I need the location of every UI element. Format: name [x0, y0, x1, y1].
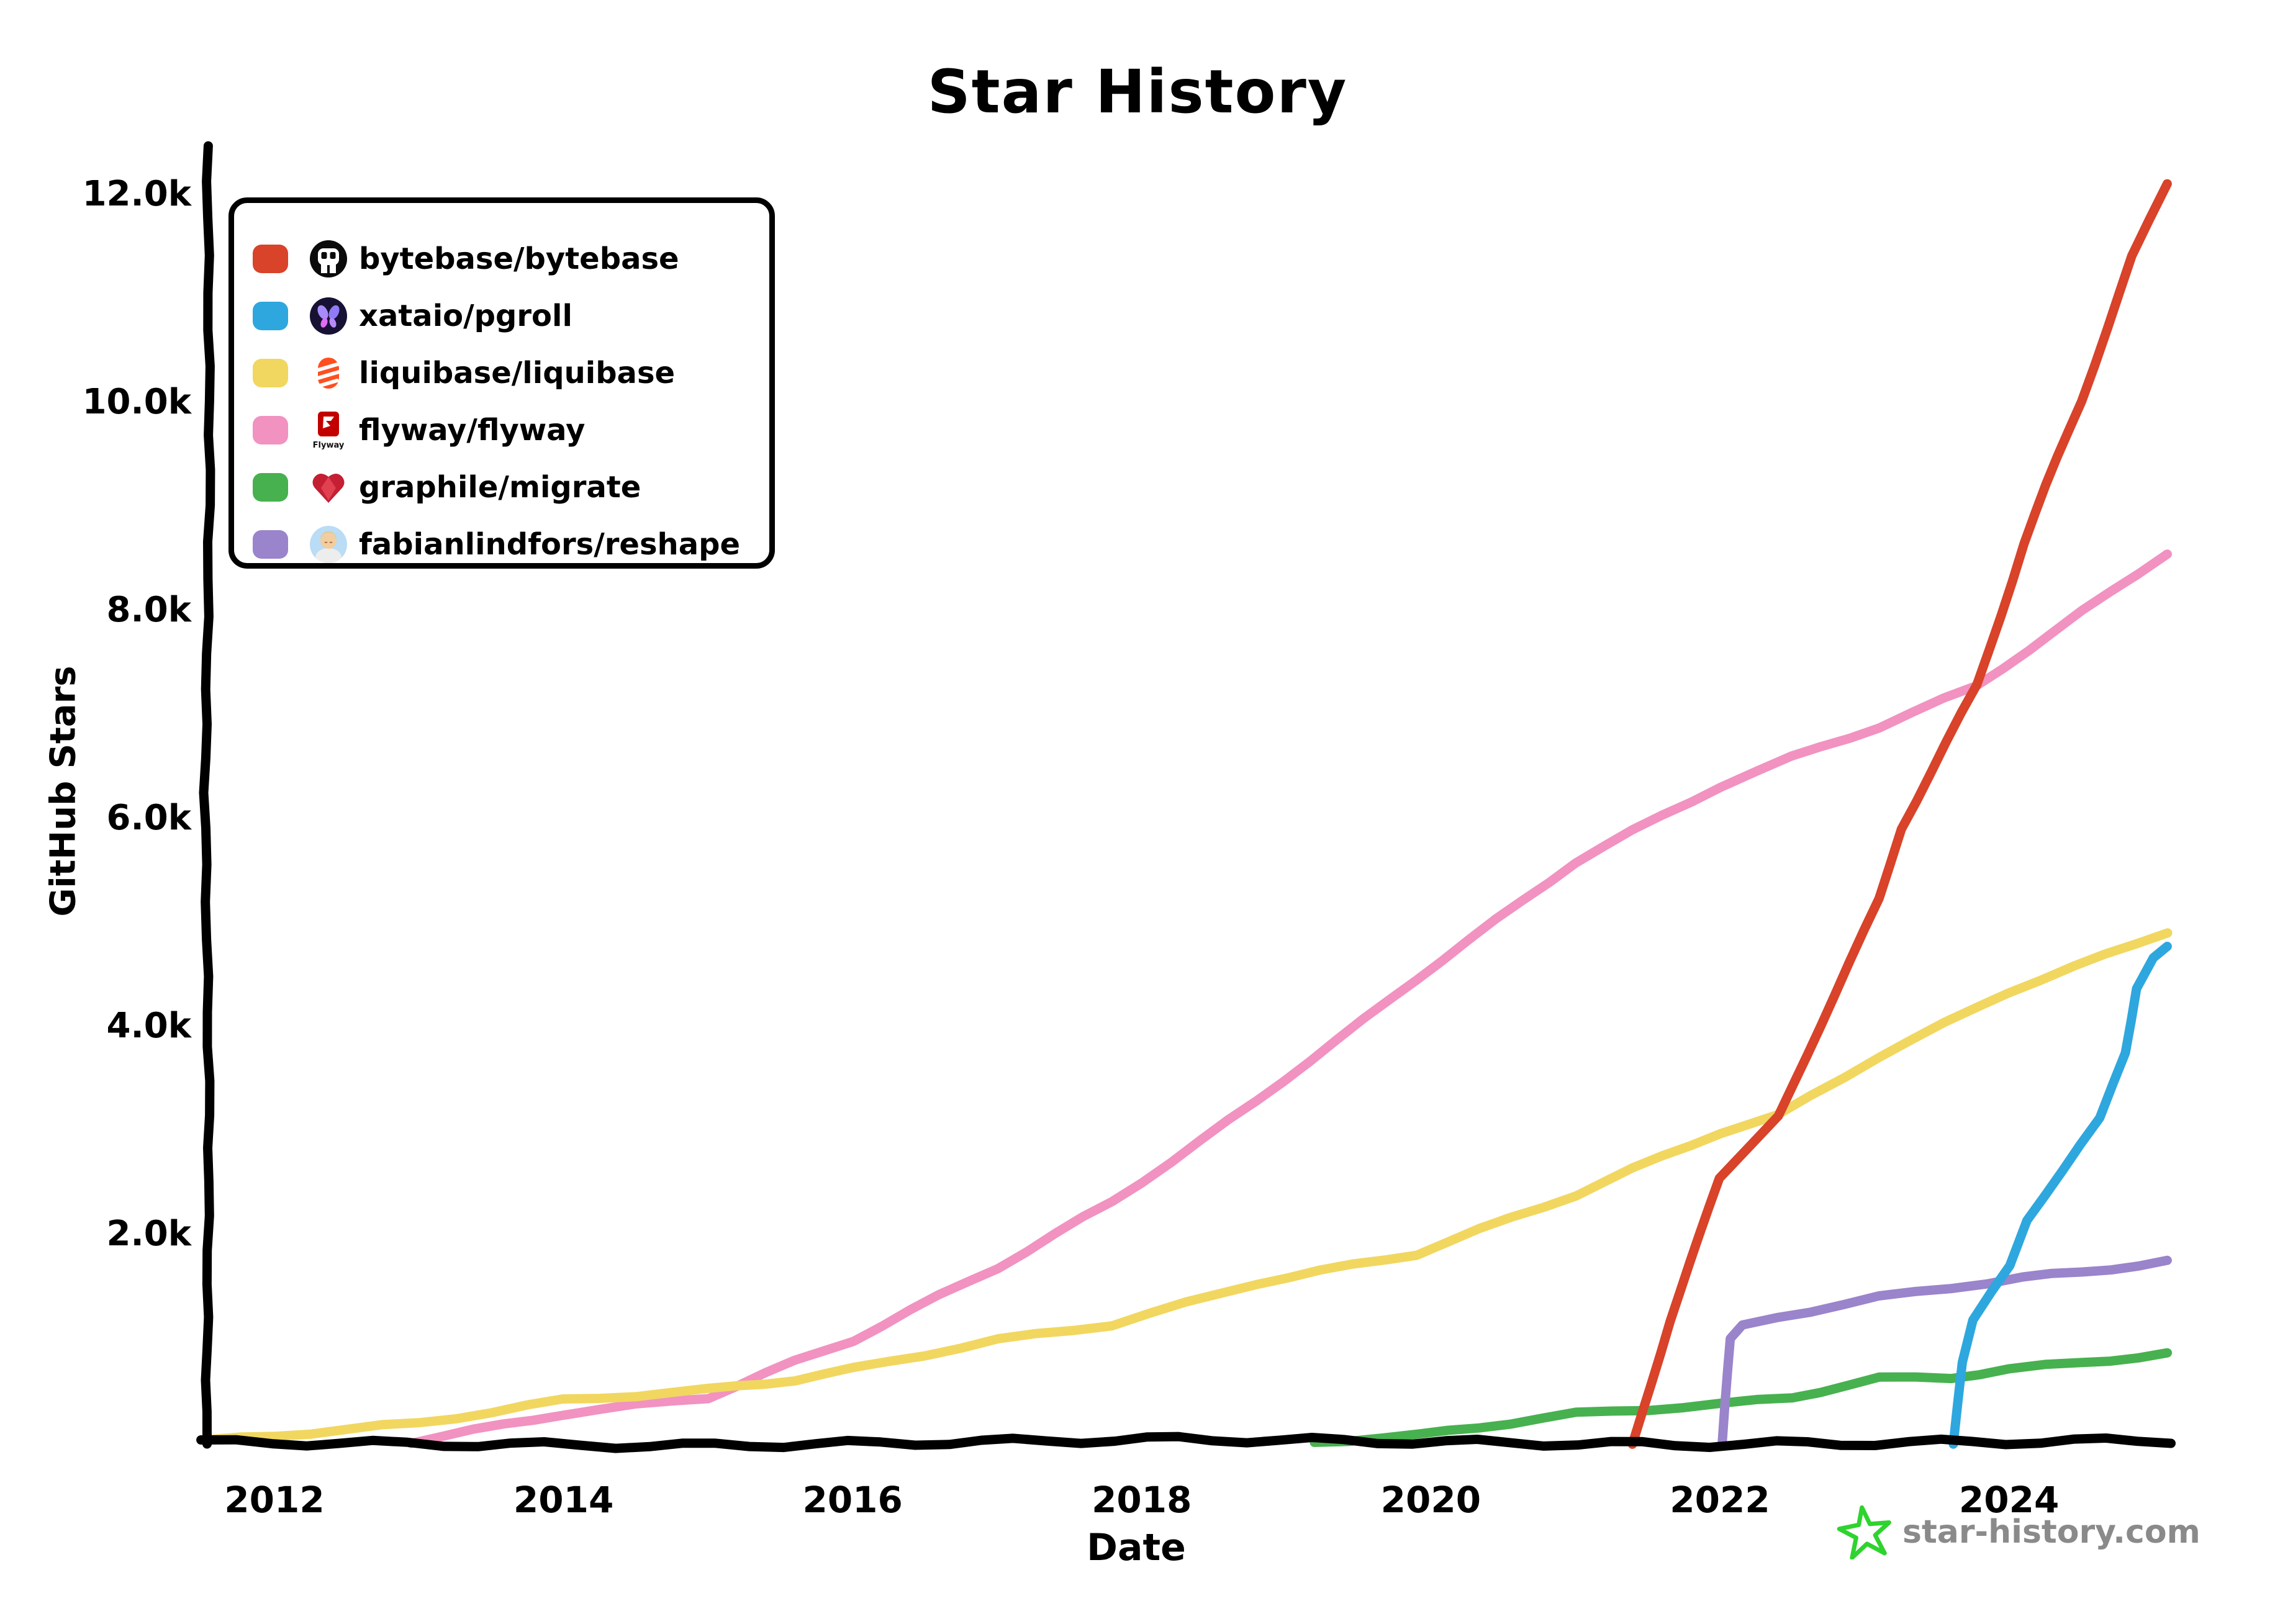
legend-item-graphile[interactable]: graphile/migrate — [234, 459, 769, 516]
avatar-icon — [308, 524, 349, 565]
legend-item-pgroll[interactable]: xataio/pgroll — [234, 287, 769, 345]
bytebase-logo-icon — [308, 238, 349, 279]
series-line-pgroll — [1948, 942, 2172, 1449]
y-tick-label-10.0k: 10.0k — [82, 382, 191, 422]
legend-label: fabianlindfors/reshape — [359, 527, 740, 562]
series-line-flyway — [406, 549, 2172, 1448]
y-tick-label-2.0k: 2.0k — [106, 1214, 191, 1254]
x-tick-label-2014: 2014 — [513, 1479, 614, 1521]
x-tick-label-2012: 2012 — [224, 1479, 325, 1521]
x-tick-label-2022: 2022 — [1670, 1479, 1770, 1521]
star-logo-icon — [1837, 1502, 1894, 1562]
x-axis-line — [196, 1432, 2176, 1453]
y-axis-title: GitHub Stars — [43, 665, 84, 917]
y-tick-label-4.0k: 4.0k — [106, 1006, 191, 1046]
x-tick-label-2020: 2020 — [1380, 1479, 1481, 1521]
liquibase-logo-icon — [308, 353, 349, 394]
series-color-swatch — [253, 416, 288, 444]
legend-label: bytebase/bytebase — [359, 241, 679, 276]
legend-label: flyway/flyway — [359, 413, 586, 448]
y-tick-label-6.0k: 6.0k — [106, 798, 191, 838]
xata-butterfly-icon — [308, 295, 349, 336]
graphile-heart-icon — [308, 467, 349, 508]
series-color-swatch — [253, 359, 288, 387]
series-line-graphile — [1309, 1348, 2173, 1447]
legend-label: liquibase/liquibase — [359, 356, 676, 390]
series-color-swatch — [253, 530, 288, 559]
x-tick-label-2016: 2016 — [802, 1479, 903, 1521]
series-line-bytebase — [1627, 179, 2172, 1449]
legend-item-reshape[interactable]: fabianlindfors/reshape — [234, 516, 769, 573]
legend-label: graphile/migrate — [359, 470, 641, 505]
svg-text:Flyway: Flyway — [313, 441, 345, 450]
x-tick-label-2024: 2024 — [1958, 1479, 2060, 1521]
y-tick-label-8.0k: 8.0k — [106, 590, 191, 630]
series-color-swatch — [253, 302, 288, 330]
page-title: Star History — [927, 57, 1348, 127]
x-tick-label-2018: 2018 — [1092, 1479, 1192, 1521]
y-tick-label-12.0k: 12.0k — [82, 174, 191, 214]
legend-box: bytebase/bytebase xataio/pgroll liquibas… — [228, 197, 775, 569]
legend-item-flyway[interactable]: Flyway flyway/flyway — [234, 402, 769, 459]
series-color-swatch — [253, 245, 288, 273]
series-color-swatch — [253, 473, 288, 502]
y-axis-line — [199, 141, 215, 1449]
legend-item-liquibase[interactable]: liquibase/liquibase — [234, 345, 769, 402]
series-line-liquibase — [204, 928, 2173, 1445]
watermark-text: star-history.com — [1902, 1513, 2200, 1551]
watermark[interactable]: star-history.com — [1837, 1502, 2200, 1562]
series-line-reshape — [1717, 1255, 2172, 1450]
legend-item-bytebase[interactable]: bytebase/bytebase — [234, 230, 769, 287]
legend-label: xataio/pgroll — [359, 299, 572, 333]
flyway-logo-icon: Flyway — [308, 410, 349, 451]
x-axis-title: Date — [1087, 1526, 1186, 1569]
